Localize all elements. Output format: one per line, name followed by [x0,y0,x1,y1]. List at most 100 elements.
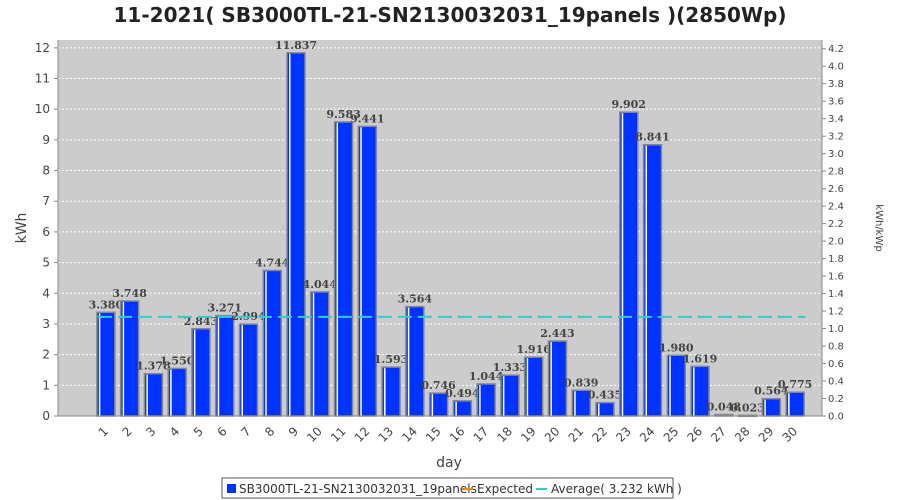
x-tick-label: 6 [215,424,230,439]
chart-title: 11-2021( SB3000TL-21-SN2130032031_19pane… [114,3,787,27]
bar-highlight [193,329,196,416]
bar-value-label: 1.980 [659,341,694,354]
bar-value-label: 1.378 [136,360,171,373]
bar-value-label: 0.746 [421,379,456,392]
x-tick-label: 19 [518,424,539,445]
y2-tick-label: 2.0 [828,237,844,248]
bar-highlight [597,403,600,416]
y2-tick-label: 1.2 [828,307,844,318]
bar-highlight [479,384,481,416]
y-axis-label: kWh [14,213,30,244]
bar-value-label: 0.839 [564,376,598,389]
bar-highlight [312,292,315,416]
bar-highlight [502,376,505,416]
bar-value-label: 0.564 [754,385,789,398]
legend-swatch-expected [462,488,473,490]
bar-highlight [98,313,101,416]
x-tick-label: 26 [684,424,705,445]
bar-value-label: 3.380 [89,298,124,311]
bar-value-label: 4.044 [303,278,338,291]
x-tick-label: 22 [589,424,610,445]
y2-tick-label: 0.4 [828,377,844,388]
y2-tick-label: 1.8 [828,254,844,265]
bar-highlight [336,122,339,416]
x-tick-label: 23 [613,424,634,445]
x-tick-label: 3 [143,424,158,439]
bar-highlight [764,399,766,416]
bar-highlight [170,369,172,416]
bar-highlight [241,325,243,416]
y2-tick-label: 4.2 [828,44,844,55]
x-tick-label: 14 [399,424,420,445]
bar-value-label: 1.619 [683,352,717,365]
bar-highlight [645,145,648,416]
y-tick-label: 1 [42,378,50,392]
bar-value-label: 0.494 [445,387,480,400]
y2-tick-label: 2.8 [828,167,844,178]
bar-highlight [669,356,671,416]
legend-production: SB3000TL-21-SN2130032031_19panels [239,482,477,496]
x-tick-label: 13 [375,424,396,445]
bar-value-label: 0.048 [707,401,742,414]
bar-highlight [217,316,220,416]
bar-value-label: 4.744 [255,256,290,269]
legend: SB3000TL-21-SN2130032031_19panels Expect… [221,477,682,499]
bar-highlight [265,271,267,416]
y2-tick-label: 0.0 [828,412,844,423]
x-tick-label: 16 [447,424,468,445]
y-tick-label: 0 [42,409,50,423]
bar-highlight [574,391,576,416]
bar-value-label: 3.564 [398,293,433,306]
y2-tick-label: 3.0 [828,149,844,160]
y-tick-label: 8 [42,164,50,178]
legend-swatch-production [227,484,236,493]
y-tick-label: 5 [42,256,50,270]
y2-tick-label: 3.4 [828,114,844,125]
bar-highlight [360,127,362,416]
bar-value-label: 9.583 [326,108,360,121]
x-tick-label: 21 [566,424,587,445]
x-tick-label: 17 [471,424,492,445]
bar-highlight [384,368,386,416]
x-tick-label: 25 [661,424,682,445]
y2-axis-label: kWh/kWp [873,204,884,251]
bar-value-label: 9.902 [612,98,646,111]
x-tick-label: 8 [262,424,277,439]
y2-tick-label: 1.4 [828,289,844,300]
bar-highlight [431,394,434,416]
bar-value-label: 3.271 [207,302,241,315]
bar-highlight [407,307,410,416]
bar-value-label: 0.435 [588,389,622,402]
y-tick-label: 2 [42,348,50,362]
bar-value-label: 2.443 [540,327,574,340]
x-tick-label: 24 [637,424,658,445]
y-tick-label: 4 [42,286,50,300]
y2-tick-label: 3.2 [828,132,844,143]
bar-value-label: 11.837 [275,39,317,52]
y2-tick-label: 0.6 [828,359,844,370]
y2-tick-label: 1.0 [828,324,844,335]
bar-highlight [621,113,624,416]
x-tick-label: 2 [119,424,134,439]
bar-highlight [455,401,457,416]
bar-highlight [550,342,552,416]
legend-average: Average( 3.232 kWh ) [551,482,682,496]
x-tick-label: 1 [96,424,111,439]
y2-tick-label: 2.6 [828,184,844,195]
x-tick-label: 28 [732,424,753,445]
bar-value-label: 1.550 [160,354,195,367]
x-tick-label: 18 [494,424,515,445]
x-tick-label: 20 [542,424,563,445]
bar-value-label: 1.044 [469,370,504,383]
y2-tick-label: 2.2 [828,219,844,230]
bar-value-label: 1.916 [516,343,551,356]
y-tick-label: 10 [35,102,50,116]
x-tick-label: 7 [238,424,253,439]
bar-value-label: 9.441 [350,112,384,125]
y2-tick-label: 2.4 [828,202,844,213]
y-tick-label: 9 [42,133,50,147]
bar-highlight [122,302,125,416]
y2-tick-label: 1.6 [828,272,844,283]
y-tick-label: 6 [42,225,50,239]
x-tick-label: 30 [780,424,801,445]
